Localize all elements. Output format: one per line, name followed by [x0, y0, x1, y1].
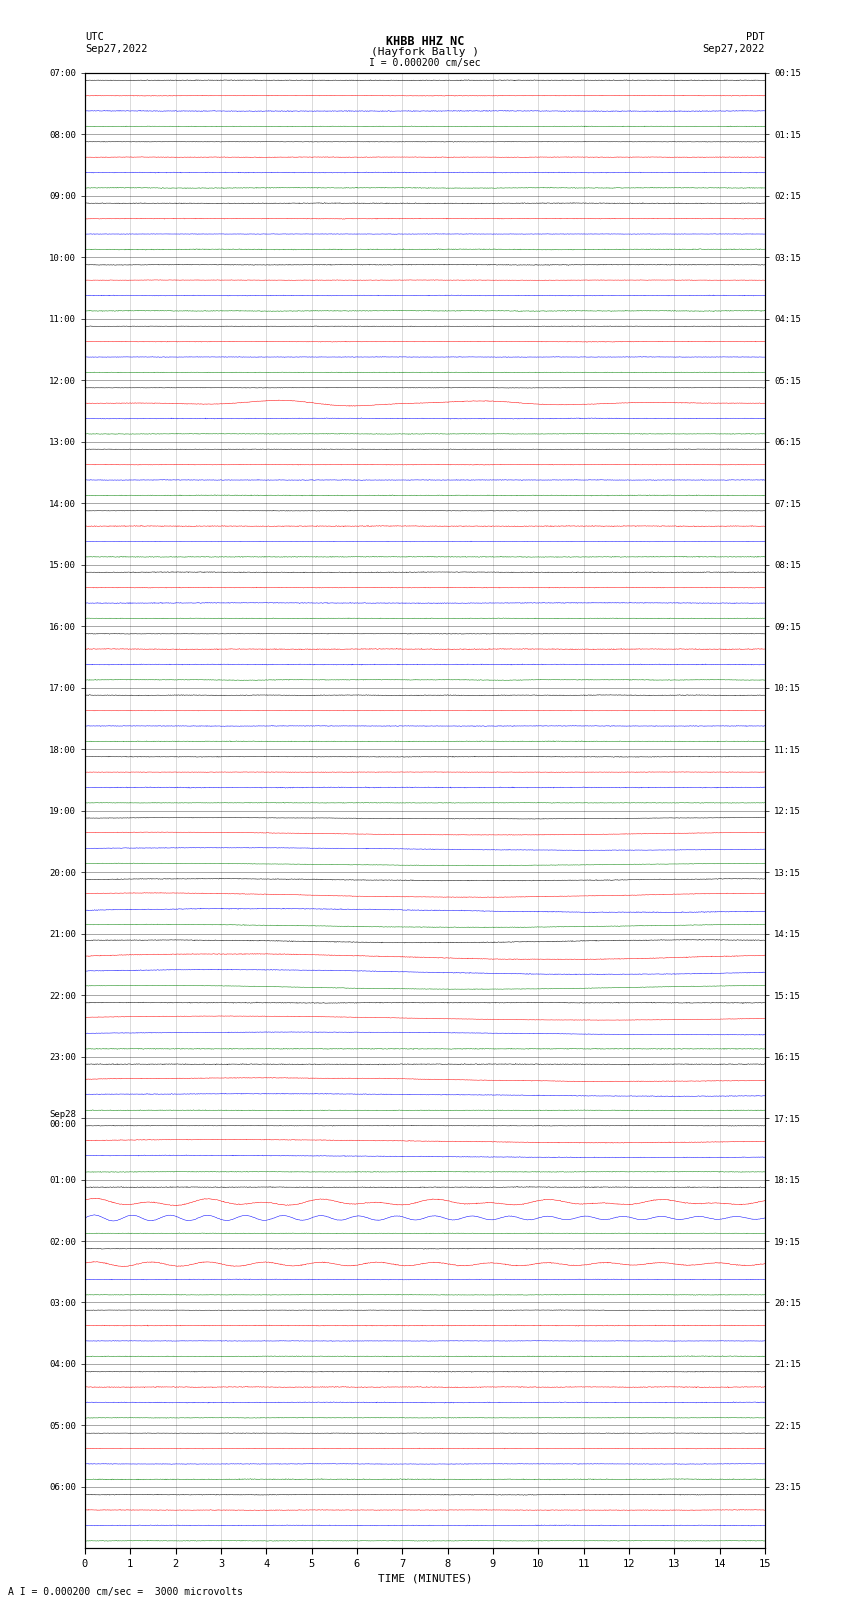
Text: A I = 0.000200 cm/sec =  3000 microvolts: A I = 0.000200 cm/sec = 3000 microvolts	[8, 1587, 243, 1597]
X-axis label: TIME (MINUTES): TIME (MINUTES)	[377, 1573, 473, 1582]
Text: (Hayfork Bally ): (Hayfork Bally )	[371, 47, 479, 56]
Text: PDT: PDT	[746, 32, 765, 42]
Text: UTC: UTC	[85, 32, 104, 42]
Text: Sep27,2022: Sep27,2022	[85, 44, 148, 53]
Text: KHBB HHZ NC: KHBB HHZ NC	[386, 35, 464, 48]
Text: I = 0.000200 cm/sec: I = 0.000200 cm/sec	[369, 58, 481, 68]
Text: Sep27,2022: Sep27,2022	[702, 44, 765, 53]
